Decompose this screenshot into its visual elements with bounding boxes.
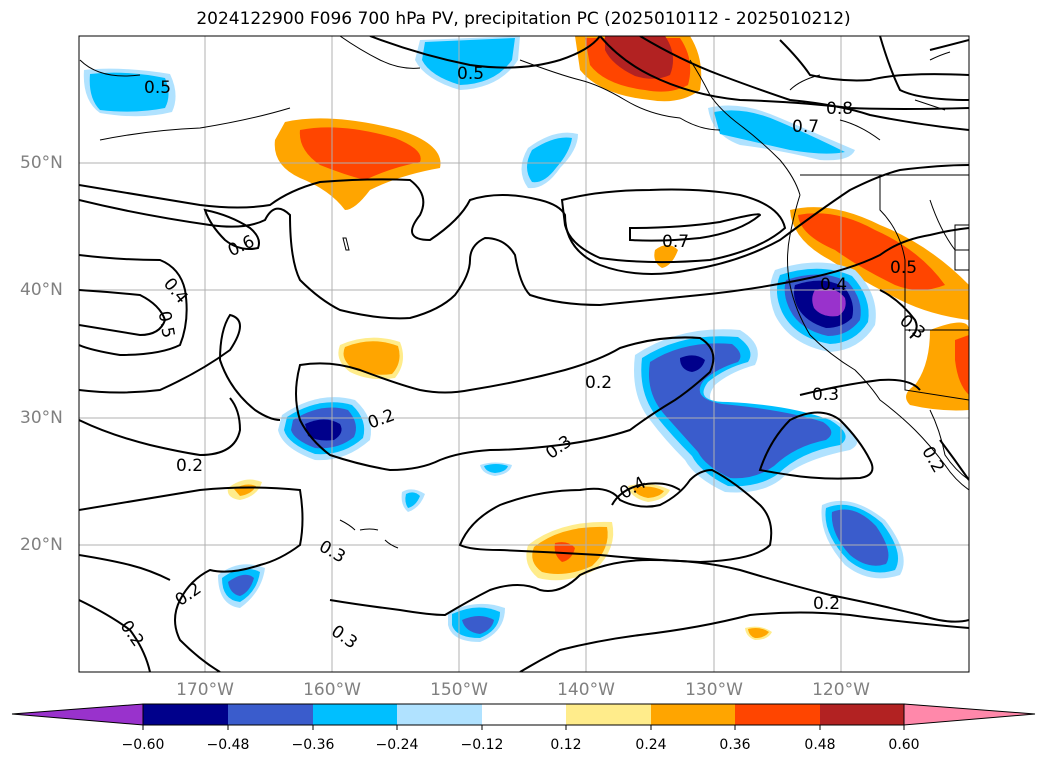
contour-label: 0.7 (792, 117, 819, 137)
precip-area (955, 335, 969, 395)
colorbar-tick-label: 0.24 (635, 737, 667, 753)
colorbar-tick-label: −0.12 (460, 737, 504, 753)
precip-area (462, 616, 494, 634)
lon-label: 130°W (685, 680, 743, 700)
precip-area (422, 38, 515, 85)
colorbar-tick-label: −0.48 (206, 737, 250, 753)
precip-area (343, 341, 400, 375)
colorbar-tick-label: 0.36 (719, 737, 751, 753)
contour-label: 0.8 (826, 99, 853, 119)
precip-area (798, 213, 945, 290)
precip-area (299, 127, 421, 180)
precip-area (748, 628, 769, 638)
precip-area (633, 486, 664, 498)
precip-area (228, 574, 254, 596)
colorbar-tick-label: −0.36 (291, 737, 335, 753)
gridlines (79, 36, 969, 672)
precip-shading (83, 36, 969, 642)
contour-label: 0.5 (154, 310, 178, 340)
contour-label: 0.4 (820, 275, 847, 295)
plot-area: 0.5 0.5 0.8 0.7 0.6 0.7 0.5 0.4 0.4 0.5 … (79, 36, 969, 672)
precip-area (714, 110, 845, 154)
colorbar-extend-low (11, 703, 144, 726)
lon-label: 140°W (557, 680, 615, 700)
contour-label: 0.5 (144, 78, 171, 98)
contour-label: 0.2 (176, 456, 203, 476)
precip-area (680, 355, 705, 372)
colorbar-swatch (651, 704, 735, 725)
colorbar-swatch (313, 704, 397, 725)
plot-frame (78, 35, 970, 673)
precip-area (89, 72, 169, 112)
colorbar-swatch (566, 704, 651, 725)
lon-label: 160°W (303, 680, 361, 700)
precip-area (906, 322, 969, 411)
map-title: 2024122900 F096 700 hPa PV, precipitatio… (196, 9, 851, 29)
coastlines (79, 36, 969, 549)
precip-area (605, 36, 674, 79)
colorbar-swatch (397, 704, 482, 725)
colorbar-swatch (820, 704, 904, 725)
contour-label: 0.2 (813, 594, 840, 614)
contour-label: 0.2 (585, 373, 612, 393)
precip-area (527, 137, 572, 183)
precip-area (405, 492, 420, 508)
colorbar-tick-label: −0.60 (121, 737, 165, 753)
lon-label: 120°W (812, 680, 870, 700)
precip-area (831, 509, 889, 566)
precip-area (484, 464, 508, 473)
contour-label: 0.5 (457, 64, 484, 84)
lat-label: 50°N (20, 153, 63, 173)
colorbar-tick-label: 0.48 (804, 737, 836, 753)
precip-area (812, 288, 846, 317)
lon-label: 170°W (176, 680, 234, 700)
lat-label: 40°N (20, 280, 63, 300)
colorbar-swatch (735, 704, 820, 725)
colorbar-tick-label: 0.60 (888, 737, 920, 753)
lat-label: 30°N (20, 408, 63, 428)
pv-contours (79, 36, 969, 672)
colorbar-swatch (482, 704, 566, 725)
precip-area (648, 343, 832, 479)
lon-label: 150°W (430, 680, 488, 700)
colorbar-extend-high (903, 703, 1036, 726)
contour-label: 0.7 (662, 232, 689, 252)
lat-label: 20°N (20, 535, 63, 555)
colorbar-tick-label: 0.12 (550, 737, 582, 753)
colorbar-tick-label: −0.24 (375, 737, 419, 753)
contour-label: 0.5 (890, 258, 917, 278)
colorbar-swatch (143, 704, 228, 725)
colorbar-swatch (228, 704, 313, 725)
contour-label: 0.3 (812, 385, 839, 405)
colorbar (11, 703, 1036, 730)
